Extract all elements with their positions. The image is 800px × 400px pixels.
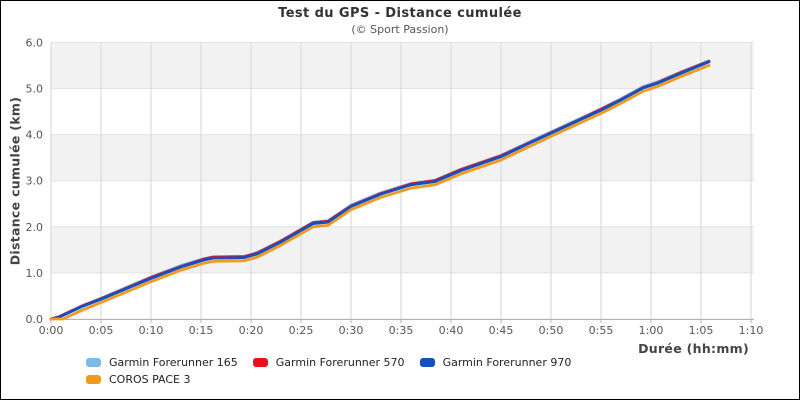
y-axis-title: Distance cumulée (km) [7,96,23,266]
legend-label: Garmin Forerunner 570 [275,356,405,369]
legend-swatch [86,358,101,367]
chart-legend: Garmin Forerunner 165 Garmin Forerunner 5… [86,356,676,386]
y-tick-label: 2.0 [26,221,44,234]
y-tick-label: 1.0 [26,267,44,280]
x-tick-label: 0:50 [539,324,564,337]
plot-band [51,226,754,273]
y-tick-label: 0.0 [26,313,44,326]
legend-item-garmin-forerunner-570[interactable]: Garmin Forerunner 570 [252,356,405,369]
x-tick-label: 0:05 [89,324,114,337]
legend-swatch [419,358,435,367]
legend-label: Garmin Forerunner 165 [109,356,238,369]
x-tick-label: 1:00 [639,324,664,337]
x-axis-title: Durée (hh:mm) [638,341,749,356]
x-tick-label: 0:30 [339,324,364,337]
series-line-coros-pace-3 [49,64,711,321]
legend-item-garmin-forerunner-970[interactable]: Garmin Forerunner 970 [419,356,572,369]
legend-label: COROS PACE 3 [109,373,191,386]
x-tick-label: 0:40 [439,324,464,337]
y-tick-label: 4.0 [26,129,44,142]
x-tick-label: 0:10 [139,324,164,337]
chart-subtitle: (© Sport Passion) [351,23,449,36]
y-tick-label: 3.0 [26,175,44,188]
legend-label: Garmin Forerunner 970 [442,356,572,369]
x-tick-label: 1:10 [739,324,764,337]
y-tick-label: 5.0 [26,83,44,96]
x-tick-label: 0:35 [389,324,414,337]
plot-band [51,272,754,319]
x-tick-label: 1:05 [689,324,714,337]
plot-band [51,42,754,89]
series-line-garmin-forerunner-970 [49,60,711,321]
plot-band [51,134,754,181]
legend-item-coros-pace-3[interactable]: COROS PACE 3 [86,373,191,386]
x-tick-label: 0:00 [39,324,64,337]
legend-swatch [252,358,268,367]
plot-band [51,88,754,135]
y-tick-label: 6.0 [26,36,44,49]
x-tick-label: 0:25 [289,324,314,337]
x-tick-label: 0:45 [489,324,514,337]
legend-swatch [86,375,101,384]
chart-title: Test du GPS - Distance cumulée [278,6,522,21]
x-tick-label: 0:20 [239,324,264,337]
x-tick-label: 0:15 [189,324,214,337]
x-tick-label: 0:55 [589,324,614,337]
legend-item-garmin-forerunner-165[interactable]: Garmin Forerunner 165 [86,356,238,369]
